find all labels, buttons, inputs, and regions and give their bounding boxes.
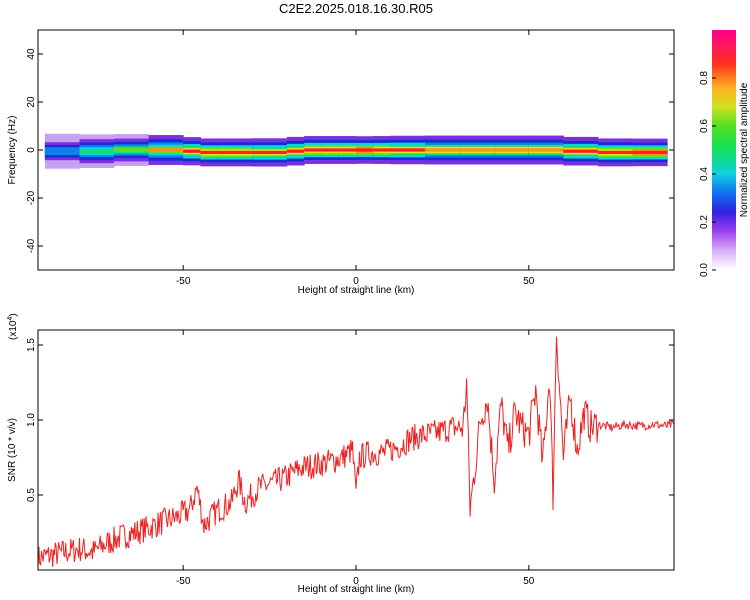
colorbar: 0.0 0.2 0.4 0.6 0.8 Normalized spectral ampl… bbox=[699, 30, 750, 277]
spectrogram-ridge-segment bbox=[563, 136, 599, 166]
snr-y-tick-label: 0.5 bbox=[26, 488, 37, 502]
snr-scale-label: (x104) bbox=[7, 313, 19, 340]
spectrogram-x-label: Height of straight line (km) bbox=[298, 285, 415, 296]
spectrogram-y-tick-label: -40 bbox=[26, 238, 37, 253]
snr-x-tick-label: 0 bbox=[353, 576, 359, 587]
spectrogram-x-tick-label: 0 bbox=[353, 276, 359, 287]
spectrogram-y-tick-label: -20 bbox=[26, 190, 37, 205]
spectrogram-ridge-segment bbox=[425, 135, 461, 165]
spectrogram-band bbox=[183, 149, 201, 153]
snr-x-tick-label: 50 bbox=[523, 576, 535, 587]
spectrogram-band bbox=[252, 150, 288, 155]
spectrogram-ridge-segment bbox=[79, 134, 115, 168]
spectrogram-band bbox=[304, 148, 322, 152]
snr-y-tick-label: 1.5 bbox=[26, 338, 37, 352]
spectrogram-x-tick-label: -50 bbox=[176, 276, 191, 287]
spectrogram-y-tick-label: 0 bbox=[26, 147, 37, 153]
snr-x-tick-label: -50 bbox=[176, 576, 191, 587]
spectrogram-band bbox=[373, 148, 392, 152]
snr-scale-close: ) bbox=[8, 313, 19, 316]
snr-panel: -50 0 50 0.5 1.0 1.5 Height of straight line… bbox=[7, 313, 675, 595]
colorbar-label: Normalized spectral amplitude bbox=[739, 82, 750, 217]
chart-title: C2E2.2025.018.16.30.R05 bbox=[279, 1, 433, 16]
colorbar-tick-label: 0.6 bbox=[699, 119, 710, 133]
spectrogram-ridge-segment bbox=[217, 138, 253, 167]
spectrogram-ridge-segment bbox=[373, 136, 392, 164]
spectrogram-ridge-segment bbox=[597, 138, 634, 167]
spectrogram-band bbox=[200, 150, 219, 154]
spectrogram-y-tick-label: 40 bbox=[26, 48, 37, 60]
spectrogram-ridge-segment bbox=[183, 137, 201, 166]
spectrogram-band bbox=[44, 149, 80, 154]
spectrogram-y-tick-label: 20 bbox=[26, 96, 37, 108]
spectrogram-ridge-segment bbox=[148, 135, 184, 165]
colorbar-tick-label: 0.8 bbox=[699, 71, 710, 85]
colorbar-tick-label: 0.0 bbox=[699, 263, 710, 277]
spectrogram-band bbox=[356, 148, 374, 152]
spectrogram-ridge-segment bbox=[321, 136, 340, 164]
spectrogram-ridge-segment bbox=[338, 136, 357, 164]
spectrogram-band bbox=[286, 149, 305, 153]
spectrogram-band bbox=[217, 150, 253, 154]
spectrogram-ridge-segment bbox=[252, 138, 288, 167]
spectrogram-ridge-segment bbox=[114, 134, 150, 166]
spectrogram-band bbox=[494, 148, 530, 152]
colorbar-gradient bbox=[712, 30, 736, 270]
colorbar-tick-label: 0.4 bbox=[699, 167, 710, 181]
spectrogram-ridge-segment bbox=[44, 133, 80, 169]
spectrogram-panel: -50 0 50 -40 -20 0 20 40 Height of straight li… bbox=[7, 29, 675, 296]
colorbar-tick-label: 0.2 bbox=[699, 215, 710, 229]
spectrogram-ridge-segment bbox=[632, 138, 668, 167]
spectrogram-ridge-segment bbox=[494, 135, 530, 165]
snr-y-tick-label: 1.0 bbox=[26, 413, 37, 427]
spectrogram-band bbox=[114, 148, 150, 152]
snr-scale-base: (x10 bbox=[8, 320, 19, 340]
spectrogram-band bbox=[148, 148, 184, 152]
spectrogram-ridge-segment bbox=[528, 135, 564, 165]
spectrogram-ridge-segment bbox=[286, 136, 305, 166]
spectrogram-band bbox=[597, 150, 634, 154]
spectrogram-x-tick-label: 50 bbox=[523, 276, 535, 287]
spectrogram-y-label: Frequency (Hz) bbox=[7, 116, 18, 185]
spectrogram-ridge-segment bbox=[459, 135, 495, 165]
spectrogram-ridge-segment bbox=[356, 136, 374, 164]
spectrogram-band bbox=[528, 148, 564, 152]
spectrogram-band bbox=[79, 149, 115, 154]
spectrogram-ridge-segment bbox=[304, 136, 322, 164]
spectrogram-ridge-segment bbox=[200, 138, 219, 167]
spectrogram-band bbox=[321, 148, 340, 152]
spectrogram-band bbox=[632, 150, 668, 154]
snr-scale-exp: 4 bbox=[7, 317, 14, 321]
spectrogram-ridge-segment bbox=[390, 135, 426, 165]
spectrogram-band bbox=[459, 148, 495, 152]
snr-line bbox=[38, 336, 674, 568]
spectrogram-band bbox=[338, 148, 357, 152]
snr-y-label: SNR (10 * v/v) bbox=[7, 418, 18, 482]
snr-x-label: Height of straight line (km) bbox=[298, 584, 415, 595]
spectrogram-band bbox=[425, 148, 461, 152]
spectrogram-band bbox=[390, 148, 426, 152]
spectrogram-band bbox=[563, 149, 599, 153]
